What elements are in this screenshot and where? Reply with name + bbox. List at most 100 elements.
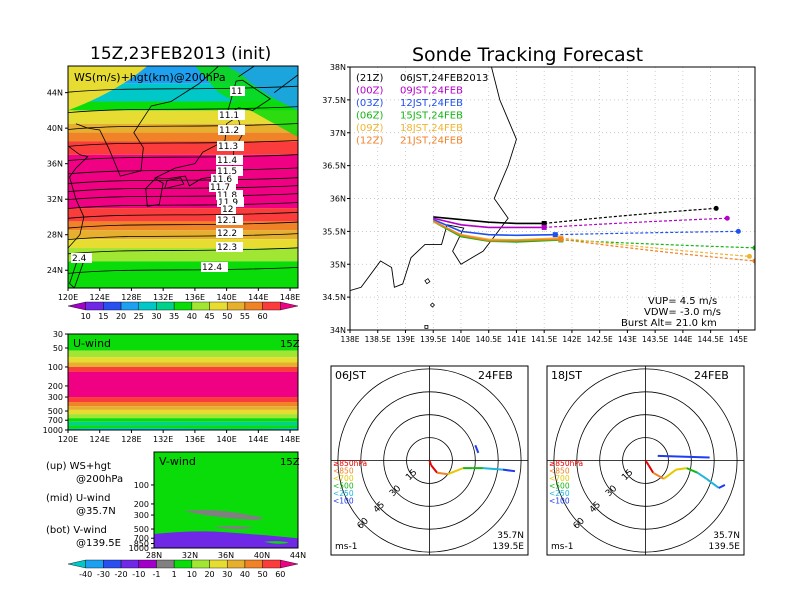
- hodo-segment: [436, 471, 448, 476]
- hodo-date: 24FEB: [478, 369, 513, 382]
- track-lat-label: 38N: [330, 63, 346, 72]
- colorbar2-swatch: [173, 559, 193, 569]
- v-time: 15Z: [280, 457, 300, 468]
- ws-map-shading: 1111.111.211.311.411.511.611.711.811.912…: [68, 66, 298, 288]
- hodo-segment: [718, 484, 726, 489]
- notes-up-1: (up) WS+hgt: [46, 461, 111, 472]
- notes-bot-1: (bot) V-wind: [46, 525, 107, 536]
- u-band: [68, 397, 298, 403]
- colorbar2-swatch: [262, 559, 281, 569]
- contour-label-bg: [216, 155, 243, 165]
- v-label-bg: [157, 455, 203, 468]
- hodo-segment: [482, 467, 503, 471]
- hodo-time: 06JST: [335, 369, 366, 382]
- colorbar2-label: 30: [222, 570, 232, 579]
- u-ytick-label: 30: [53, 330, 63, 339]
- track-info-burst: Burst Alt= 21.0 km: [621, 318, 717, 329]
- u-ytick-label: 200: [48, 382, 63, 391]
- u-band: [68, 402, 298, 407]
- track-end-marker: [713, 205, 719, 211]
- contour-label: 11.1: [219, 111, 239, 121]
- contour-label: 12.2: [217, 229, 237, 239]
- contour-label-bg: [218, 125, 245, 135]
- contour-label: 11.9: [218, 198, 238, 208]
- colorbar-swatch: [103, 301, 122, 311]
- colorbar-label: 55: [240, 312, 250, 321]
- u-ytick-label: 100: [48, 363, 63, 372]
- track-lat-label: 37N: [330, 129, 346, 138]
- track-info-vdw: VDW= -3.0 m/s: [644, 307, 721, 318]
- contour-label-bg: [201, 262, 228, 272]
- lat-tick-label: 36N: [47, 160, 63, 169]
- v-xtick-label: 44N: [290, 551, 306, 560]
- hodo-upper-segment: [657, 454, 710, 459]
- colorbar-swatch: [209, 301, 228, 311]
- track-lon-label: 142E: [562, 335, 581, 344]
- u-xtick-label: 124E: [90, 435, 110, 444]
- hodo-level: <700: [333, 474, 354, 483]
- track-descent-line: [555, 230, 739, 236]
- hodo-segment: [428, 460, 432, 466]
- colorbar2-label: -10: [132, 570, 145, 579]
- colorbar2-swatch: [227, 559, 246, 569]
- track-descent-line: [544, 207, 717, 225]
- u-xtick-label: 140E: [216, 435, 236, 444]
- colorbar2-swatch: [244, 559, 263, 569]
- legend-code: (12Z): [356, 136, 383, 147]
- coastline-mainland: [75, 66, 219, 177]
- contour-label: 11.3: [218, 142, 238, 152]
- u-band: [68, 409, 298, 415]
- ws-nw-region: [68, 66, 148, 111]
- track-lon-label: 143E: [618, 335, 637, 344]
- notes-bot-2: @139.5E: [76, 538, 121, 549]
- v-gray-region: [214, 525, 254, 530]
- track-lon-label: 139.5E: [420, 335, 446, 344]
- u-xtick-label: 136E: [185, 435, 205, 444]
- track-end-marker: [752, 258, 755, 264]
- v-label: V-wind: [159, 455, 196, 468]
- colorbar2-label: 10: [187, 570, 197, 579]
- track-descent-line: [544, 217, 728, 229]
- track-burst-marker: [552, 232, 558, 238]
- track-lon-label: 142.5E: [587, 335, 613, 344]
- colorbar2-label: -40: [79, 570, 92, 579]
- contour-label-bg: [216, 190, 243, 200]
- legend-code: (21Z): [356, 73, 383, 84]
- track-islands: [424, 278, 436, 329]
- v-frame: [153, 451, 299, 549]
- track-lon-label: 138.5E: [365, 335, 391, 344]
- track-end-marker: [752, 245, 755, 251]
- ws-ne-core: [226, 66, 298, 111]
- hodo-upper-segment: [474, 444, 480, 454]
- u-ytick-label: 500: [48, 407, 63, 416]
- contour-label-bg: [230, 86, 245, 96]
- colorbar-swatch: [244, 301, 263, 311]
- u-time: 15Z: [280, 339, 300, 350]
- contour-label-bg: [218, 110, 245, 120]
- v-xtick-label: 28N: [146, 551, 162, 560]
- contour-label-bg: [216, 228, 243, 238]
- colorbar2-label: 60: [275, 570, 285, 579]
- track-lat-label: 35.5N: [322, 227, 346, 236]
- ws-map-plot: 1111.111.211.311.411.511.611.711.811.912…: [47, 65, 300, 302]
- contour-label-bg: [217, 141, 244, 151]
- v-ytick-label: 850: [134, 540, 149, 549]
- legend-code: (09Z): [356, 123, 383, 134]
- track-end-marker: [746, 253, 752, 259]
- lon-tick-label: 140E: [216, 293, 236, 302]
- track-inner: [350, 67, 755, 330]
- lon-tick-label: 144E: [248, 293, 268, 302]
- contour-label: 12.3: [217, 243, 237, 253]
- hodo-level: <850: [333, 467, 354, 476]
- hgt-contour: [68, 139, 298, 147]
- hgt-contour: [68, 202, 298, 209]
- u-band: [68, 366, 298, 372]
- hodo-lat: 35.7N: [497, 531, 524, 541]
- contour-label: 11.5: [217, 167, 237, 177]
- right-title: Sonde Tracking Forecast: [412, 44, 644, 66]
- legend-time: 06JST,24FEB2013: [400, 73, 488, 84]
- ws-band: [68, 230, 298, 240]
- u-band: [68, 334, 298, 351]
- coastline-north: [238, 66, 298, 93]
